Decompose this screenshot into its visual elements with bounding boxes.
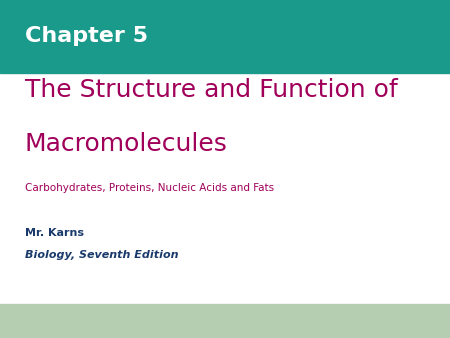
Text: Macromolecules: Macromolecules <box>25 131 228 156</box>
Bar <box>0 304 450 338</box>
Text: Biology, Seventh Edition: Biology, Seventh Edition <box>25 250 178 260</box>
Text: Mr. Karns: Mr. Karns <box>25 228 84 238</box>
Bar <box>0 0 450 73</box>
Text: The Structure and Function of: The Structure and Function of <box>25 77 397 102</box>
Text: Carbohydrates, Proteins, Nucleic Acids and Fats: Carbohydrates, Proteins, Nucleic Acids a… <box>25 183 274 193</box>
Text: Chapter 5: Chapter 5 <box>25 26 148 46</box>
